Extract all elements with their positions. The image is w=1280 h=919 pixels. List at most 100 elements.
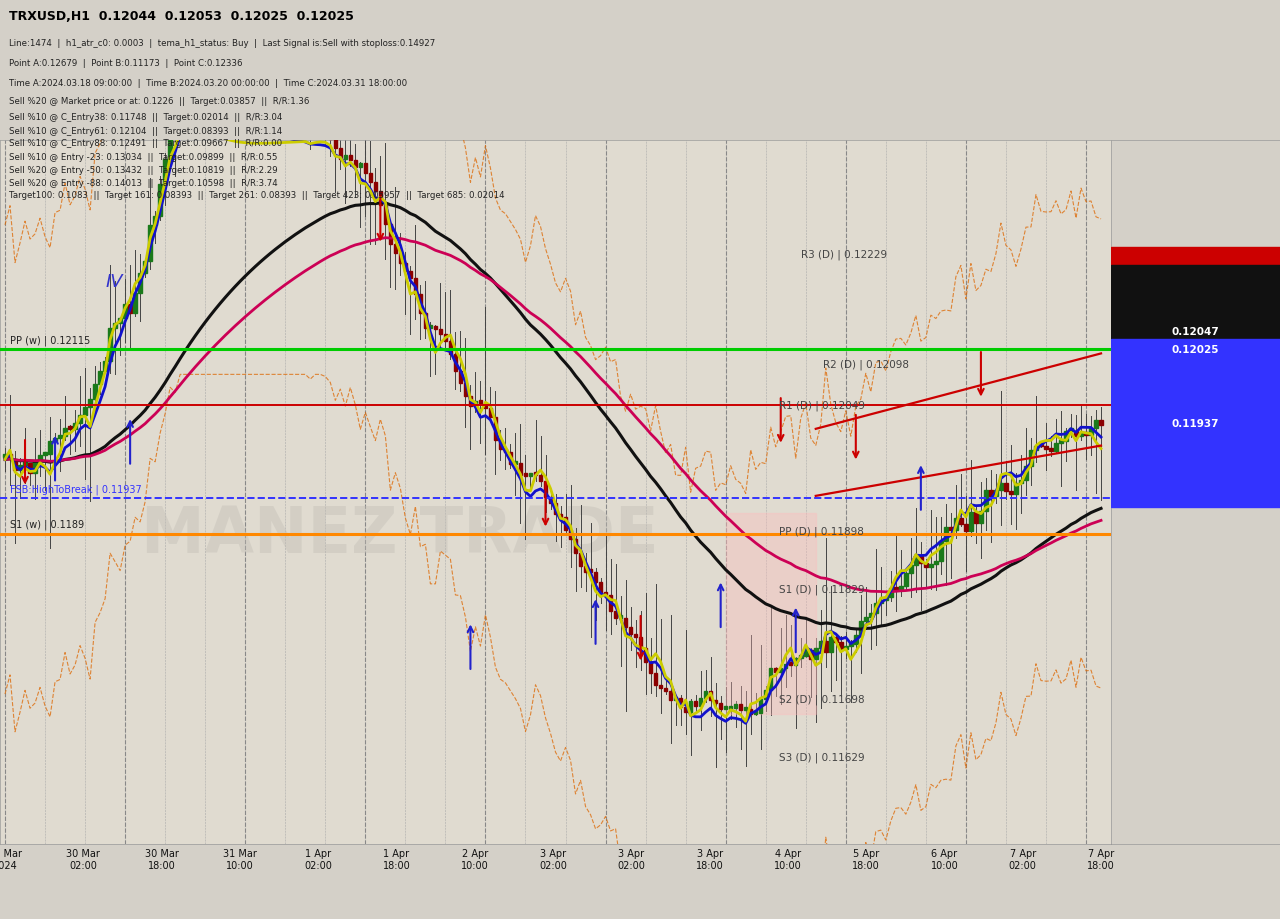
Bar (339, 149, 342, 160)
Bar (123, 304, 127, 318)
Bar (654, 673, 658, 686)
Bar (1005, 484, 1007, 492)
Bar (1111, 340, 1280, 507)
Bar (283, 28, 287, 39)
Bar (508, 452, 512, 464)
Bar (844, 646, 847, 649)
Bar (33, 461, 37, 473)
Bar (118, 318, 122, 323)
Bar (524, 474, 527, 477)
Bar (1019, 480, 1023, 483)
Bar (319, 96, 323, 101)
Bar (348, 155, 352, 161)
Bar (984, 491, 988, 511)
Bar (449, 341, 452, 355)
Bar (1039, 444, 1043, 447)
Bar (879, 600, 883, 603)
Bar (343, 155, 347, 160)
Text: R1 (D) | 0.12049: R1 (D) | 0.12049 (780, 400, 865, 410)
Bar (559, 514, 562, 517)
Bar (689, 701, 692, 712)
Bar (549, 497, 552, 504)
Bar (489, 408, 493, 417)
Bar (23, 463, 27, 466)
Bar (849, 643, 852, 646)
Bar (959, 518, 963, 524)
Bar (18, 466, 22, 471)
Bar (353, 161, 357, 168)
Bar (995, 491, 997, 496)
Bar (303, 70, 307, 80)
Bar (83, 407, 87, 415)
Bar (298, 47, 302, 70)
Bar (1064, 432, 1068, 442)
Bar (408, 272, 412, 278)
Bar (504, 449, 507, 452)
Bar (444, 335, 447, 341)
Bar (584, 567, 588, 572)
Bar (379, 191, 383, 206)
Bar (1100, 421, 1103, 425)
Text: MANEZ TRADE: MANEZ TRADE (141, 504, 659, 565)
Bar (49, 441, 51, 455)
Text: Sell %10 @ C_Entry38: 0.11748  ||  Target:0.02014  ||  R/R:3.04: Sell %10 @ C_Entry38: 0.11748 || Target:… (9, 112, 283, 121)
Bar (518, 464, 522, 475)
Bar (424, 313, 428, 328)
Bar (594, 573, 598, 583)
Text: PP (w) | 0.12115: PP (w) | 0.12115 (10, 335, 91, 346)
Text: Target100: 0.1083  ||  Target 161: 0.08393  ||  Target 261: 0.08393  ||  Target : Target100: 0.1083 || Target 161: 0.08393… (9, 191, 504, 200)
Bar (329, 116, 332, 140)
Bar (148, 226, 152, 262)
Bar (73, 424, 77, 430)
Bar (1079, 434, 1083, 437)
Bar (909, 565, 913, 573)
Bar (384, 206, 387, 225)
Text: 0.12025: 0.12025 (1171, 345, 1220, 355)
Bar (154, 217, 157, 226)
Text: Line:1474  |  h1_atr_c0: 0.0003  |  tema_h1_status: Buy  |  Last Signal is:Sell : Line:1474 | h1_atr_c0: 0.0003 | tema_h1_… (9, 40, 435, 49)
Bar (769, 668, 772, 690)
Bar (68, 427, 72, 430)
Bar (369, 174, 372, 183)
Bar (964, 524, 968, 531)
Bar (479, 401, 483, 403)
Text: Sell %20 @ Entry -88: 0.14013  ||  Target:0.10598  ||  R/R:3.74: Sell %20 @ Entry -88: 0.14013 || Target:… (9, 178, 278, 187)
Bar (1111, 248, 1280, 415)
Bar (434, 327, 438, 330)
Bar (644, 649, 648, 663)
Bar (1000, 484, 1002, 491)
Text: PP (D) | 0.11898: PP (D) | 0.11898 (780, 527, 864, 537)
Bar (568, 530, 572, 539)
Bar (904, 573, 908, 586)
Bar (869, 614, 873, 617)
Bar (799, 655, 803, 658)
Bar (678, 698, 682, 707)
Bar (1074, 432, 1078, 437)
Bar (114, 323, 116, 329)
Bar (13, 460, 17, 471)
Bar (394, 244, 397, 254)
Bar (484, 403, 488, 408)
Bar (664, 688, 667, 692)
Bar (669, 692, 672, 700)
Bar (183, 15, 187, 66)
Bar (513, 461, 517, 464)
Bar (1009, 492, 1012, 495)
Bar (929, 564, 933, 567)
Bar (419, 294, 422, 313)
Bar (733, 704, 737, 709)
Bar (694, 701, 698, 707)
Bar (573, 539, 577, 553)
Bar (899, 586, 902, 591)
Bar (88, 400, 92, 407)
Bar (364, 165, 367, 174)
Bar (859, 621, 863, 635)
Bar (159, 185, 161, 217)
Bar (274, 0, 276, 18)
Bar (764, 690, 768, 698)
Bar (178, 66, 182, 103)
Bar (819, 641, 823, 649)
Bar (389, 225, 392, 244)
Text: S1 (D) | 0.11829: S1 (D) | 0.11829 (780, 584, 865, 595)
Bar (8, 454, 12, 460)
